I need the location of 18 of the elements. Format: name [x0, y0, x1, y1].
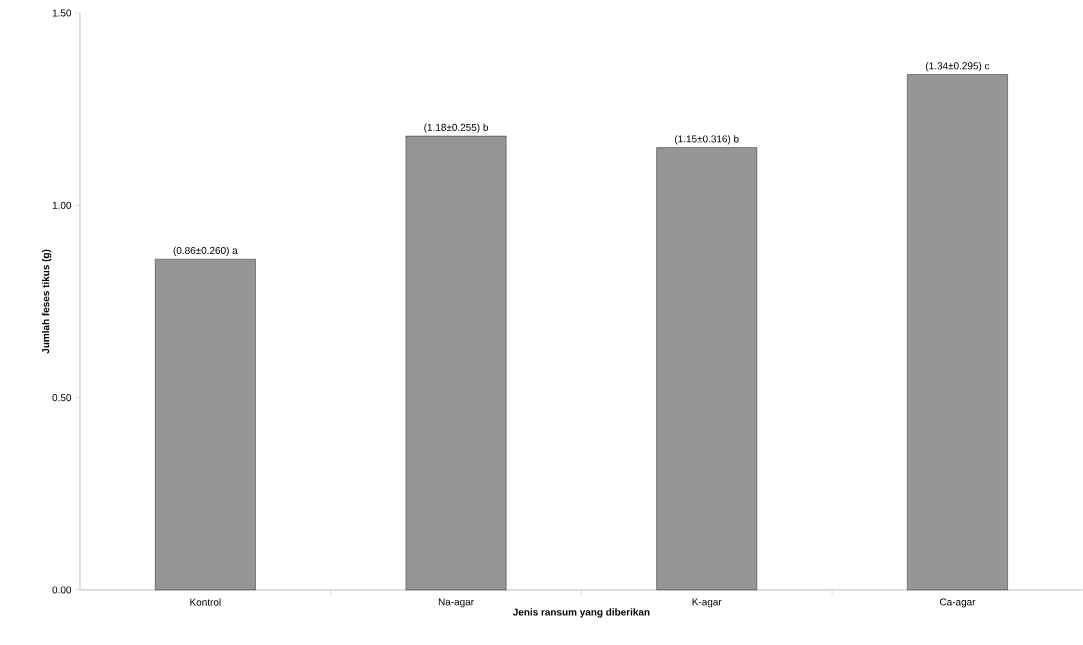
bar	[155, 258, 256, 591]
bar	[656, 147, 758, 591]
y-tick-label: 0.50	[52, 394, 72, 402]
bar	[907, 74, 1008, 591]
y-axis-title: Jumlah feses tikus (g)	[41, 249, 52, 354]
data-label: (1.15±0.316) b	[675, 135, 739, 145]
data-label: (1.18±0.255) b	[424, 123, 488, 133]
x-tick-label: Ca-agar	[939, 598, 976, 608]
x-tick-label: Kontrol	[190, 598, 221, 606]
y-tick-label: 0.00	[52, 586, 72, 594]
x-tick-label: K-agar	[692, 598, 722, 608]
y-tick-label: 1.00	[52, 201, 72, 209]
x-axis-title: Jenis ransum yang diberikan	[512, 608, 650, 618]
x-tick-label: Na-agar	[438, 598, 474, 608]
data-label: (0.86±0.260) a	[173, 246, 238, 256]
data-label: (1.34±0.295) c	[926, 62, 990, 72]
y-tick-label: 1.50	[52, 9, 72, 17]
bar	[405, 135, 507, 591]
